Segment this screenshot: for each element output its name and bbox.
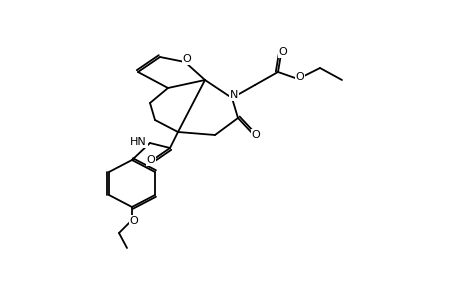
Text: O: O [295, 72, 304, 82]
Text: O: O [129, 216, 138, 226]
Text: O: O [251, 130, 260, 140]
Text: N: N [230, 90, 238, 100]
Text: O: O [146, 155, 155, 165]
Text: HN: HN [130, 137, 147, 147]
Text: O: O [182, 54, 191, 64]
Text: O: O [278, 47, 287, 57]
